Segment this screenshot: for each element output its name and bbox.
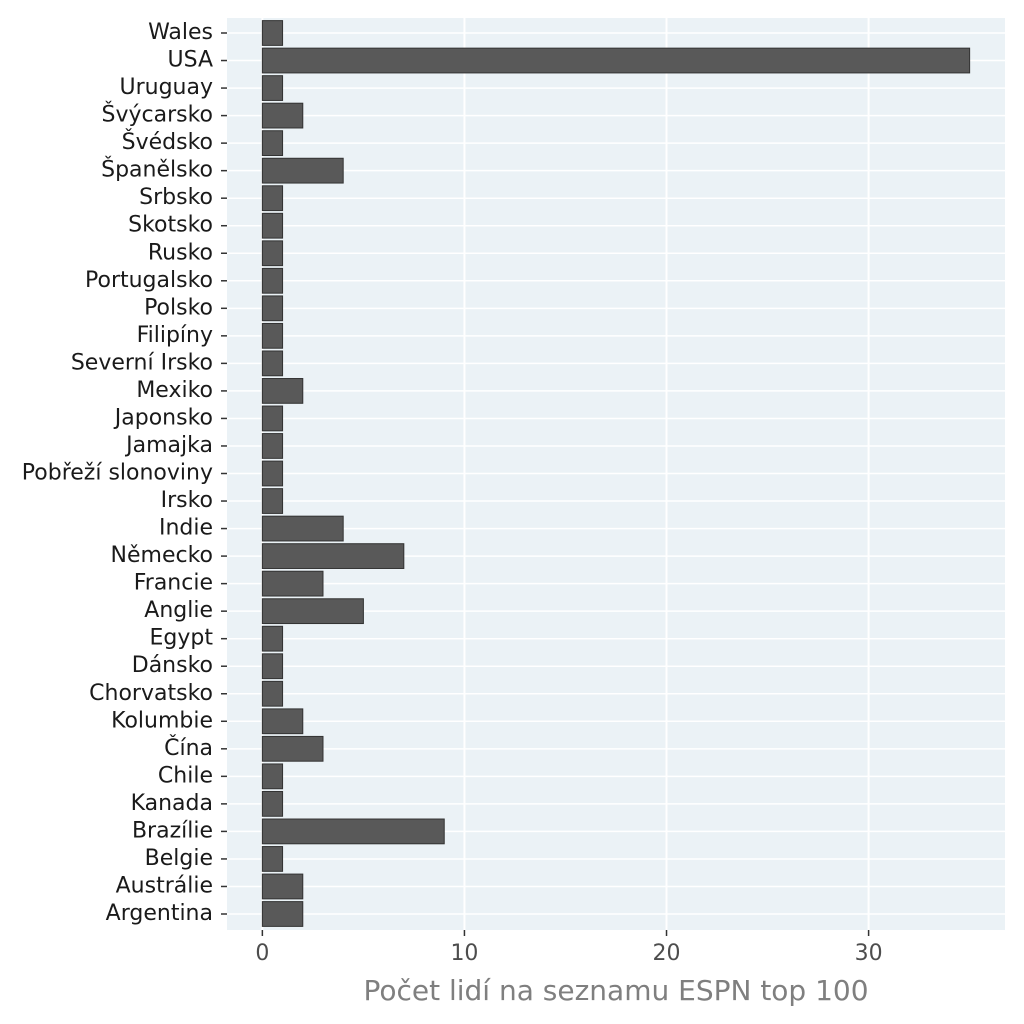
bar bbox=[261, 240, 284, 267]
y-tick-label: Kanada bbox=[131, 791, 213, 816]
bar bbox=[261, 515, 344, 542]
bar bbox=[261, 20, 284, 46]
bar bbox=[261, 75, 284, 101]
y-tick-label: Brazílie bbox=[132, 818, 213, 843]
y-tick-label: Belgie bbox=[145, 846, 213, 871]
x-tick-label: 30 bbox=[855, 941, 883, 966]
y-tick-label: USA bbox=[167, 48, 213, 73]
bar bbox=[261, 763, 284, 790]
bar bbox=[261, 846, 284, 872]
bar bbox=[261, 873, 304, 900]
y-tick-label: Chile bbox=[158, 763, 213, 788]
x-tick-label: 20 bbox=[653, 941, 681, 966]
bar bbox=[261, 433, 284, 459]
bar bbox=[261, 653, 284, 680]
y-tick-label: Pobřeží slonoviny bbox=[22, 461, 213, 486]
y-tick-label: Austrálie bbox=[116, 873, 213, 898]
y-tick-label: Indie bbox=[159, 516, 213, 541]
y-tick-label: Egypt bbox=[150, 626, 214, 651]
y-tick-label: Chorvatsko bbox=[89, 681, 213, 706]
bar bbox=[261, 460, 284, 487]
y-tick-label: Francie bbox=[134, 571, 213, 596]
bar bbox=[261, 102, 304, 129]
x-tick-label: 0 bbox=[255, 941, 269, 966]
bar bbox=[261, 322, 284, 349]
bar bbox=[261, 818, 445, 845]
y-tick-label: Skotsko bbox=[128, 213, 213, 238]
bar bbox=[261, 157, 344, 184]
x-tick-label: 10 bbox=[450, 941, 478, 966]
y-tick-label: Argentina bbox=[106, 901, 213, 926]
y-tick-label: Japonsko bbox=[113, 405, 213, 430]
y-tick-label: Mexiko bbox=[136, 378, 213, 403]
y-tick-label: Irsko bbox=[161, 488, 213, 513]
y-tick-label: Švédsko bbox=[122, 129, 213, 155]
y-tick-label: Jamajka bbox=[124, 433, 213, 458]
y-tick-label: Německo bbox=[111, 543, 213, 568]
bar bbox=[261, 295, 284, 322]
bar bbox=[261, 350, 284, 377]
y-tick-label: Filipíny bbox=[137, 323, 213, 348]
bar bbox=[261, 598, 364, 625]
bar bbox=[261, 488, 284, 514]
bar bbox=[261, 267, 284, 294]
y-tick-label: Španělsko bbox=[101, 157, 213, 183]
y-tick-label: Uruguay bbox=[120, 75, 214, 100]
bar bbox=[261, 130, 284, 157]
y-tick-label: Čína bbox=[164, 735, 213, 761]
y-tick-label: Rusko bbox=[148, 240, 213, 265]
y-tick-label: Polsko bbox=[144, 295, 213, 320]
bar bbox=[261, 901, 304, 927]
y-tick-label: Dánsko bbox=[132, 653, 213, 678]
y-tick-label: Wales bbox=[148, 20, 213, 45]
bar bbox=[261, 543, 405, 569]
bar bbox=[261, 378, 304, 404]
bar bbox=[261, 405, 284, 432]
y-tick-label: Švýcarsko bbox=[101, 102, 213, 128]
bar bbox=[261, 790, 284, 817]
y-tick-label: Severní Irsko bbox=[71, 350, 213, 375]
y-tick-label: Srbsko bbox=[139, 185, 213, 210]
bar bbox=[261, 570, 324, 597]
bar bbox=[261, 212, 284, 239]
bar bbox=[261, 625, 284, 652]
bar bbox=[261, 680, 284, 707]
x-axis-title: Počet lidí na seznamu ESPN top 100 bbox=[363, 974, 868, 1007]
y-tick-label: Kolumbie bbox=[111, 708, 213, 733]
bar bbox=[261, 708, 304, 735]
bar bbox=[261, 735, 324, 762]
bar bbox=[261, 47, 971, 74]
bar bbox=[261, 185, 284, 212]
y-tick-label: Portugalsko bbox=[85, 268, 213, 293]
y-tick-label: Anglie bbox=[144, 598, 213, 623]
